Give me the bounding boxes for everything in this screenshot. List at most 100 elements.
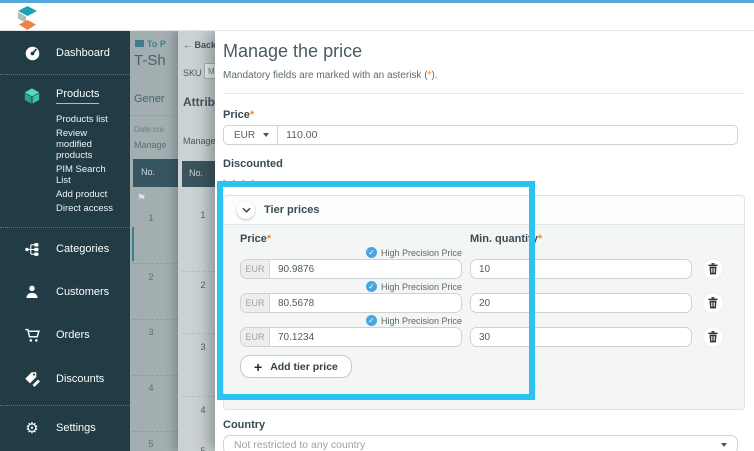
sidebar-subitem-direct-access[interactable]: Direct access [56, 203, 114, 214]
selection-accent-bar [132, 227, 134, 261]
discounts-tags-icon [22, 371, 42, 388]
tier-price-input[interactable] [270, 294, 461, 312]
row-divider [182, 333, 216, 334]
trash-icon [708, 263, 718, 275]
table-row-number: 4 [148, 383, 154, 393]
to-products-link[interactable]: To P [135, 39, 166, 49]
background-tab-general[interactable]: Gener [134, 93, 165, 105]
table-row-number: 3 [200, 342, 206, 352]
discounted-value: - - - - [223, 175, 257, 185]
background-sheet: ← Back SKU M Attribu Manage No. 1 2 3 4 … [178, 31, 216, 451]
table-row-number: 5 [200, 446, 206, 451]
top-bar [0, 0, 754, 31]
sidebar-item-settings[interactable]: ⚙ Settings [0, 412, 130, 444]
high-precision-label: High Precision Price [380, 247, 462, 258]
add-tier-price-button[interactable]: + Add tier price [240, 355, 352, 378]
check-badge-icon: ✓ [365, 247, 377, 258]
sidebar-subitem-add-product[interactable]: Add product [56, 189, 108, 200]
currency-prefix: EUR [241, 260, 270, 278]
country-select[interactable]: Not restricted to any country [223, 435, 738, 451]
high-precision-label: High Precision Price [380, 315, 462, 326]
row-divider [132, 263, 178, 264]
tier-price-input[interactable] [270, 328, 461, 346]
collapse-chevron-icon[interactable] [237, 201, 255, 219]
sidebar-item-label: Discounts [56, 373, 105, 385]
tier-prices-title: Tier prices [264, 204, 320, 216]
row-divider [132, 375, 178, 376]
high-precision-toggle[interactable]: ✓ High Precision Price [240, 280, 462, 293]
price-field: EUR [223, 125, 738, 145]
to-products-icon [135, 40, 144, 47]
manage-price-modal: Manage the price Mandatory fields are ma… [215, 31, 754, 451]
sidebar-subitem-review-modified-products[interactable]: Review modified products [56, 128, 93, 161]
row-divider [182, 396, 216, 397]
delete-tier-button[interactable] [703, 327, 723, 347]
modal-title: Manage the price [223, 41, 363, 61]
currency-prefix: EUR [241, 294, 270, 312]
min-quantity-field [470, 259, 692, 279]
min-quantity-input[interactable] [471, 328, 691, 346]
min-quantity-input[interactable] [471, 260, 691, 278]
sidebar: Dashboard Products Products list Review … [0, 31, 130, 451]
brand-logo-icon [16, 6, 39, 36]
chevron-down-icon [263, 133, 270, 137]
price-label: Price* [223, 109, 255, 121]
table-row-number: 4 [200, 405, 206, 415]
sidebar-item-orders[interactable]: Orders [0, 319, 130, 351]
check-badge-icon: ✓ [365, 281, 377, 292]
background-table-header-no: No. [133, 159, 178, 187]
modal-subtitle: Mandatory fields are marked with an aste… [223, 70, 438, 81]
sidebar-divider [0, 74, 130, 75]
min-quantity-column-label: Min. quantity* [470, 233, 543, 245]
price-input[interactable] [278, 126, 737, 144]
asterisk: * [266, 233, 272, 245]
sidebar-products-submenu: Products list Review modified products P… [0, 112, 130, 222]
sidebar-item-categories[interactable]: Categories [0, 233, 130, 265]
tier-prices-header[interactable]: Tier prices [224, 196, 744, 225]
sidebar-divider [0, 227, 130, 228]
sidebar-subitem-pim-search-list[interactable]: PIM Search List [56, 164, 106, 186]
divider [223, 93, 745, 94]
table-row-number: 2 [200, 280, 206, 290]
currency-select[interactable]: EUR [224, 126, 279, 144]
tier-price-input[interactable] [270, 260, 461, 278]
table-row-number: 3 [148, 327, 154, 337]
tier-price-field: EUR [240, 327, 462, 347]
asterisk: * [427, 70, 432, 81]
sidebar-item-dashboard[interactable]: Dashboard [0, 37, 130, 69]
high-precision-toggle[interactable]: ✓ High Precision Price [240, 246, 462, 259]
back-link[interactable]: ← Back [183, 40, 216, 50]
sku-label: SKU [183, 68, 202, 78]
min-quantity-field [470, 293, 692, 313]
sidebar-item-discounts[interactable]: Discounts [0, 363, 130, 395]
min-quantity-input[interactable] [471, 294, 691, 312]
delete-tier-button[interactable] [703, 293, 723, 313]
flag-icon: ⚑ [137, 193, 146, 204]
row-divider [182, 271, 216, 272]
discounted-label: Discounted [223, 158, 283, 170]
delete-tier-button[interactable] [703, 259, 723, 279]
chevron-down-icon [721, 443, 727, 447]
background-tab-attributes[interactable]: Attribu [183, 95, 216, 109]
check-badge-icon: ✓ [365, 315, 377, 326]
background-page: To P T-Sh Gener Date cre Manage No. ⚑ 1 … [130, 31, 178, 451]
currency-prefix: EUR [241, 328, 270, 346]
high-precision-toggle[interactable]: ✓ High Precision Price [240, 314, 462, 327]
sidebar-item-label: Products [56, 88, 100, 104]
sidebar-divider [0, 405, 130, 406]
tier-prices-panel: Tier prices Price* Min. quantity* ✓ High… [223, 195, 745, 410]
sidebar-subitem-products-list[interactable]: Products list [56, 114, 108, 125]
divider [130, 115, 178, 116]
sidebar-item-label: Categories [56, 243, 110, 255]
dashboard-gauge-icon [22, 45, 42, 62]
sidebar-item-label: Dashboard [56, 47, 110, 59]
sidebar-item-label: Customers [56, 286, 110, 298]
customers-person-icon [22, 284, 42, 300]
background-manage-text: Manage [183, 136, 216, 146]
sku-input[interactable]: M [204, 63, 216, 79]
min-quantity-field [470, 327, 692, 347]
sidebar-item-products[interactable]: Products [0, 80, 130, 112]
sidebar-item-customers[interactable]: Customers [0, 276, 130, 308]
table-row-number: 1 [148, 213, 154, 223]
